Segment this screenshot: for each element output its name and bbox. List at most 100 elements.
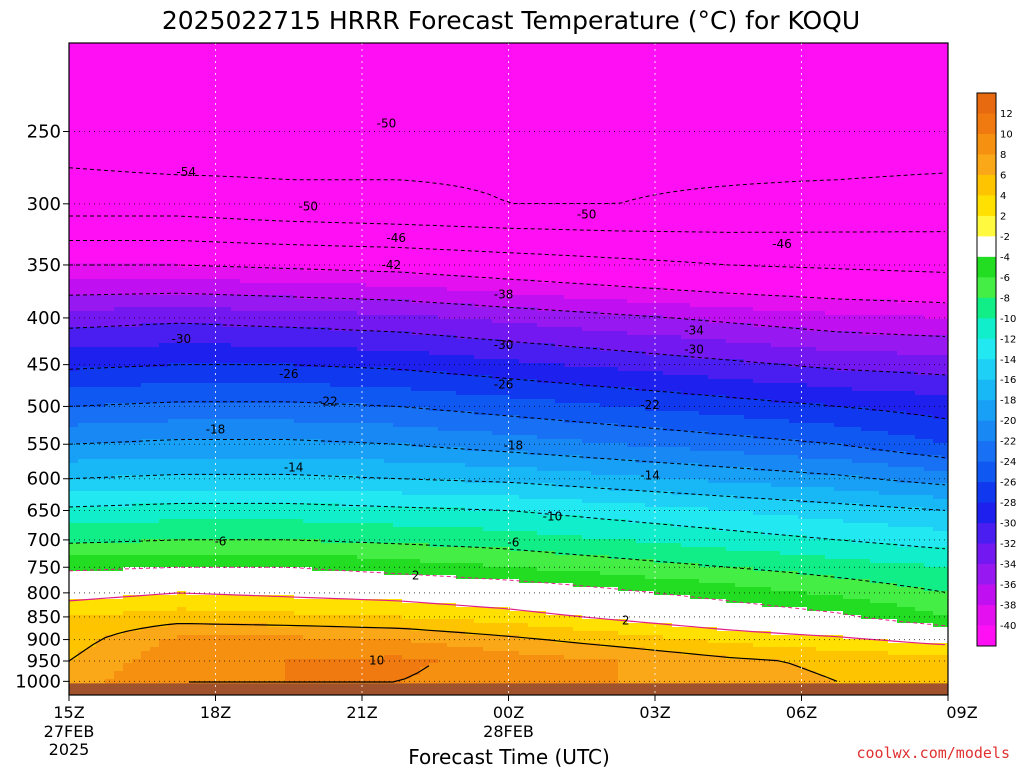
temperature-cell xyxy=(339,319,349,324)
temperature-cell xyxy=(141,383,151,388)
temperature-cell xyxy=(285,131,295,136)
temperature-cell xyxy=(294,215,304,220)
temperature-cell xyxy=(231,659,241,664)
temperature-cell xyxy=(213,459,223,464)
temperature-cell xyxy=(321,151,331,156)
temperature-cell xyxy=(195,167,205,172)
temperature-cell xyxy=(240,571,250,576)
temperature-cell xyxy=(285,491,295,496)
temperature-cell xyxy=(195,159,205,164)
temperature-cell xyxy=(240,635,250,640)
temperature-cell xyxy=(141,531,151,536)
temperature-cell xyxy=(312,359,322,364)
temperature-cell xyxy=(78,499,88,504)
temperature-cell xyxy=(276,151,286,156)
temperature-cell xyxy=(213,603,223,608)
temperature-cell xyxy=(258,407,268,412)
temperature-cell xyxy=(87,243,97,248)
temperature-cell xyxy=(195,387,205,392)
temperature-cell xyxy=(186,527,196,532)
temperature-cell xyxy=(249,639,259,644)
temperature-cell xyxy=(123,295,133,300)
temperature-cell xyxy=(87,335,97,340)
temperature-cell xyxy=(105,623,115,628)
temperature-cell xyxy=(222,415,232,420)
temperature-cell xyxy=(222,247,232,252)
temperature-cell xyxy=(114,435,124,440)
temperature-cell xyxy=(276,311,286,316)
temperature-cell xyxy=(249,231,259,236)
temperature-cell xyxy=(87,47,97,52)
temperature-cell xyxy=(294,183,304,188)
temperature-cell xyxy=(321,455,331,460)
temperature-cell xyxy=(312,271,322,276)
temperature-cell xyxy=(294,279,304,284)
temperature-cell xyxy=(204,643,214,648)
temperature-cell xyxy=(330,655,340,660)
temperature-cell xyxy=(312,203,322,208)
temperature-cell xyxy=(312,127,322,132)
temperature-cell xyxy=(258,463,268,468)
temperature-cell xyxy=(222,195,232,200)
temperature-cell xyxy=(168,615,178,620)
temperature-cell xyxy=(96,571,106,576)
temperature-cell xyxy=(186,99,196,104)
temperature-cell xyxy=(195,191,205,196)
temperature-cell xyxy=(213,443,223,448)
temperature-cell xyxy=(339,191,349,196)
temperature-cell xyxy=(78,567,88,572)
temperature-cell xyxy=(105,55,115,60)
temperature-cell xyxy=(330,363,340,368)
temperature-cell xyxy=(96,119,106,124)
temperature-cell xyxy=(186,539,196,544)
temperature-cell xyxy=(312,519,322,524)
temperature-cell xyxy=(87,211,97,216)
temperature-cell xyxy=(123,111,133,116)
temperature-cell xyxy=(330,403,340,408)
temperature-cell xyxy=(222,63,232,68)
temperature-cell xyxy=(69,611,79,616)
temperature-cell xyxy=(267,167,277,172)
temperature-cell xyxy=(276,99,286,104)
temperature-cell xyxy=(123,387,133,392)
temperature-cell xyxy=(267,79,277,84)
temperature-cell xyxy=(123,191,133,196)
temperature-cell xyxy=(159,307,169,312)
temperature-cell xyxy=(159,667,169,672)
temperature-cell xyxy=(240,523,250,528)
temperature-cell xyxy=(294,323,304,328)
temperature-cell xyxy=(132,555,142,560)
temperature-cell xyxy=(69,299,79,304)
temperature-cell xyxy=(222,251,232,256)
temperature-cell xyxy=(123,675,133,680)
temperature-cell xyxy=(168,107,178,112)
temperature-cell xyxy=(195,47,205,52)
temperature-cell xyxy=(159,523,169,528)
temperature-cell xyxy=(141,587,151,592)
temperature-cell xyxy=(249,391,259,396)
temperature-cell xyxy=(186,251,196,256)
temperature-cell xyxy=(303,603,313,608)
temperature-cell xyxy=(258,511,268,516)
temperature-cell xyxy=(294,479,304,484)
temperature-cell xyxy=(330,339,340,344)
temperature-cell xyxy=(294,231,304,236)
temperature-cell xyxy=(276,487,286,492)
temperature-cell xyxy=(321,487,331,492)
temperature-cell xyxy=(276,255,286,260)
temperature-cell xyxy=(213,503,223,508)
temperature-cell xyxy=(141,635,151,640)
temperature-cell xyxy=(204,203,214,208)
temperature-cell xyxy=(267,643,277,648)
temperature-cell xyxy=(132,231,142,236)
temperature-cell xyxy=(96,631,106,636)
temperature-cell xyxy=(267,403,277,408)
temperature-cell xyxy=(285,223,295,228)
temperature-cell xyxy=(222,619,232,624)
temperature-cell xyxy=(222,223,232,228)
temperature-cell xyxy=(96,287,106,292)
temperature-cell xyxy=(267,319,277,324)
temperature-cell xyxy=(69,379,79,384)
temperature-cell xyxy=(114,587,124,592)
temperature-cell xyxy=(195,127,205,132)
